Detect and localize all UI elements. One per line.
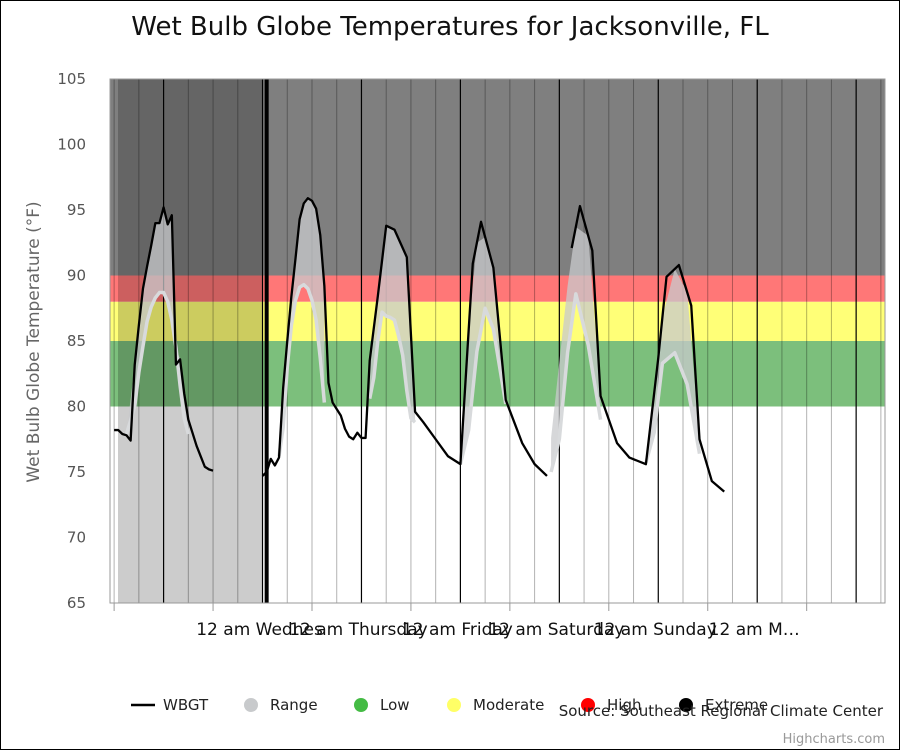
range-line (644, 351, 702, 464)
source-credit: Source: Southeast Regional Climate Cente… (559, 702, 884, 720)
x-tick-label: 12 am Friday (402, 620, 513, 640)
y-tick-label: 80 (67, 398, 86, 416)
y-tick-label: 70 (67, 529, 86, 547)
range-area (279, 198, 325, 457)
wbgt-line (261, 197, 548, 477)
legend-item-low[interactable]: Low (354, 696, 410, 714)
legend-label: Range (270, 696, 318, 714)
range-area (551, 227, 601, 472)
wbgt-line (570, 204, 725, 493)
range-line (124, 290, 191, 435)
legend-item-high[interactable]: High (581, 696, 641, 714)
legend-item-extreme[interactable]: Extreme (679, 696, 768, 714)
legend-label: Extreme (705, 696, 768, 714)
plot-area (110, 79, 885, 603)
wbgt-line (114, 206, 214, 472)
legend-item-wbgt[interactable]: WBGT (131, 696, 209, 714)
range-line (367, 310, 417, 424)
band-high (110, 275, 885, 302)
x-tick-label: 12 am Saturday (488, 620, 624, 640)
legend-dot-swatch (581, 698, 595, 712)
range-line (458, 306, 508, 465)
legend: WBGT Range Low Moderate High Extreme (131, 696, 768, 714)
y-tick-label: 105 (57, 70, 86, 88)
range-line (277, 282, 327, 457)
legend-dot-swatch (679, 698, 693, 712)
x-tick-label: 12 am Thursday (289, 620, 427, 640)
legend-label: WBGT (163, 696, 209, 714)
legend-item-moderate[interactable]: Moderate (447, 696, 544, 714)
band-extreme (110, 79, 885, 276)
range-area (645, 268, 700, 463)
highcharts-credit[interactable]: Highcharts.com (783, 732, 885, 747)
y-tick-label: 65 (67, 594, 86, 612)
range-line (549, 292, 603, 473)
x-tick-label: 12 am M… (709, 620, 800, 640)
legend-dot-swatch (244, 698, 258, 712)
range-area (460, 237, 506, 465)
legend-dot-swatch (447, 698, 461, 712)
y-tick-label: 100 (57, 136, 86, 154)
legend-dot-swatch (354, 698, 368, 712)
y-tick-label: 90 (67, 267, 86, 285)
legend-label: High (607, 696, 641, 714)
y-tick-label: 95 (67, 201, 86, 219)
legend-item-range[interactable]: Range (244, 696, 318, 714)
x-tick-label: 12 am Wednes (196, 620, 323, 640)
plot-border (109, 78, 886, 604)
y-tick-label: 85 (67, 332, 86, 350)
y-tick-label: 75 (67, 463, 86, 481)
chart-title: Wet Bulb Globe Temperatures for Jacksonv… (131, 12, 769, 42)
legend-label: Moderate (473, 696, 544, 714)
legend-label: Low (380, 696, 410, 714)
y-axis-title: Wet Bulb Globe Temperature (°F) (24, 201, 44, 482)
x-tick-label: 12 am Sunday (594, 620, 717, 640)
